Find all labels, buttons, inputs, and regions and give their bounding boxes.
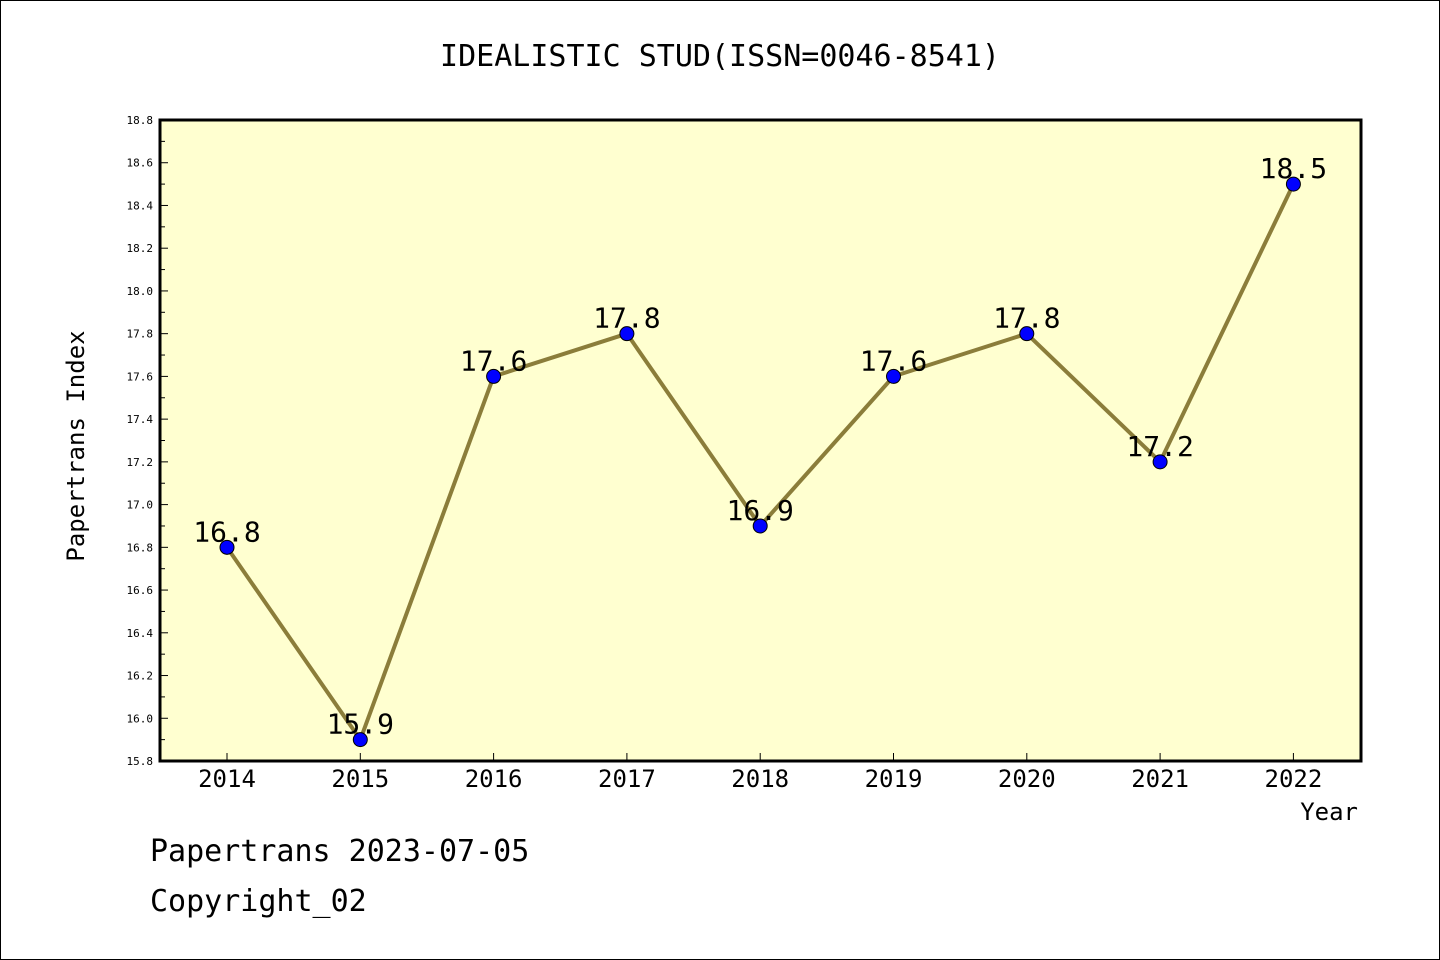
x-tick-label: 2019 <box>865 765 923 793</box>
footer-date: Papertrans 2023-07-05 <box>150 834 530 869</box>
plot-area <box>158 118 1363 763</box>
x-tick-label: 2022 <box>1265 765 1323 793</box>
data-point <box>486 368 502 384</box>
data-label: 18.5 <box>1260 152 1327 185</box>
y-tick-label: 17.2 <box>127 456 154 469</box>
y-tick-label: 18.0 <box>127 285 154 298</box>
footer-copyright: Copyright_02 <box>150 884 367 919</box>
y-tick-label: 16.8 <box>127 541 154 554</box>
data-label: 16.9 <box>726 494 793 527</box>
y-tick-label: 18.4 <box>127 199 154 212</box>
y-tick-label: 15.8 <box>127 755 154 768</box>
data-label: 17.8 <box>593 302 660 335</box>
data-label: 17.2 <box>1126 430 1193 463</box>
data-label: 17.8 <box>993 302 1060 335</box>
data-point <box>1152 454 1168 470</box>
y-tick-label: 16.2 <box>127 670 154 683</box>
y-tick-label: 18.2 <box>127 242 154 255</box>
x-tick-label: 2017 <box>598 765 656 793</box>
data-point <box>219 539 235 555</box>
y-tick-label: 17.0 <box>127 499 154 512</box>
data-point <box>1019 326 1035 342</box>
x-tick-label: 2020 <box>998 765 1056 793</box>
y-tick-label: 18.8 <box>127 114 154 127</box>
x-tick-label: 2016 <box>465 765 523 793</box>
data-point <box>1285 176 1301 192</box>
y-tick-label: 16.6 <box>127 584 154 597</box>
y-axis: 15.8 16.0 16.2 16.4 16.6 16.8 17.0 17.2 17.4 17.6… <box>127 114 168 768</box>
y-tick-label: 17.4 <box>127 413 154 426</box>
chart-title: IDEALISTIC STUD(ISSN=0046-8541) <box>440 39 1000 74</box>
y-tick-label: 18.6 <box>127 157 154 170</box>
y-tick-label: 17.6 <box>127 370 154 383</box>
x-tick-label: 2015 <box>331 765 389 793</box>
data-point <box>352 732 368 748</box>
data-label: 17.6 <box>460 344 527 377</box>
y-tick-label: 17.8 <box>127 328 154 341</box>
data-label: 17.6 <box>860 344 927 377</box>
data-label: 16.8 <box>193 515 260 548</box>
x-tick-label: 2018 <box>731 765 789 793</box>
y-axis-label: Papertrans Index <box>62 330 90 561</box>
x-axis-label: Year <box>1300 798 1358 826</box>
x-axis: 2014 2015 2016 2017 2018 2019 2020 2021 2022 <box>198 753 1322 793</box>
data-point <box>619 326 635 342</box>
y-tick-label: 16.0 <box>127 712 154 725</box>
data-label: 15.9 <box>327 708 394 741</box>
y-tick-label: 16.4 <box>127 627 154 640</box>
data-series: 16.8 15.9 17.6 17.8 16.9 17.6 17.8 17.2 18.5 <box>193 152 1327 748</box>
data-point <box>886 368 901 384</box>
x-tick-label: 2021 <box>1131 765 1189 793</box>
x-tick-label: 2014 <box>198 765 256 793</box>
data-point <box>752 518 768 534</box>
